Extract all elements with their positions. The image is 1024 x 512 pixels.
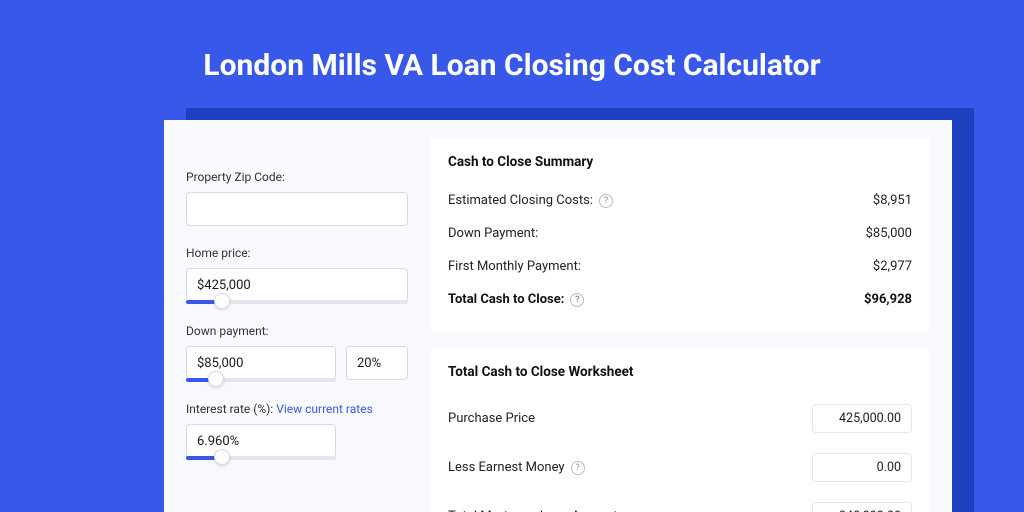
interest-rate-label: Interest rate (%):	[186, 402, 276, 416]
down-payment-field-group: Down payment:	[186, 324, 408, 382]
worksheet-row: Less Earnest Money ? 0.00	[448, 443, 912, 492]
summary-title: Cash to Close Summary	[448, 154, 912, 170]
summary-row: First Monthly Payment: $2,977	[448, 250, 912, 283]
worksheet-row: Purchase Price 425,000.00	[448, 394, 912, 443]
summary-row-value: $8,951	[873, 193, 912, 208]
home-price-label: Home price:	[186, 246, 408, 260]
input-column: Property Zip Code: Home price: Down paym…	[186, 138, 408, 512]
interest-rate-slider[interactable]	[186, 456, 336, 460]
summary-panel: Cash to Close Summary Estimated Closing …	[430, 138, 930, 332]
down-payment-slider-thumb[interactable]	[208, 371, 224, 387]
down-payment-slider[interactable]	[186, 378, 336, 382]
home-price-slider[interactable]	[186, 300, 408, 304]
summary-row-value: $2,977	[873, 259, 912, 274]
page-background: London Mills VA Loan Closing Cost Calcul…	[0, 0, 1024, 512]
calculator-card: Property Zip Code: Home price: Down paym…	[164, 120, 952, 512]
view-rates-link[interactable]: View current rates	[276, 402, 373, 416]
interest-rate-field-group: Interest rate (%): View current rates	[186, 402, 408, 460]
results-column: Cash to Close Summary Estimated Closing …	[430, 138, 930, 512]
interest-rate-slider-thumb[interactable]	[214, 449, 230, 465]
zip-label: Property Zip Code:	[186, 170, 408, 184]
worksheet-row-label: Less Earnest Money	[448, 460, 565, 475]
worksheet-title: Total Cash to Close Worksheet	[448, 364, 912, 380]
home-price-field-group: Home price:	[186, 246, 408, 304]
zip-input[interactable]	[186, 192, 408, 226]
worksheet-panel: Total Cash to Close Worksheet Purchase P…	[430, 348, 930, 512]
help-icon[interactable]: ?	[599, 194, 613, 208]
worksheet-row-value: 425,000.00	[812, 404, 912, 433]
summary-row-label: Down Payment:	[448, 226, 538, 241]
down-payment-pct-input[interactable]	[346, 346, 408, 380]
summary-row: Down Payment: $85,000	[448, 217, 912, 250]
worksheet-row-value: 340,000.00	[812, 502, 912, 512]
interest-rate-label-row: Interest rate (%): View current rates	[186, 402, 408, 416]
down-payment-label: Down payment:	[186, 324, 408, 338]
worksheet-row-label: Purchase Price	[448, 411, 535, 426]
help-icon[interactable]: ?	[570, 293, 584, 307]
summary-row-value: $85,000	[866, 226, 912, 241]
summary-total-row: Total Cash to Close: ? $96,928	[448, 283, 912, 316]
interest-rate-input[interactable]	[186, 424, 336, 458]
help-icon[interactable]: ?	[571, 461, 585, 475]
worksheet-row: Total Mortgage Loan Amount 340,000.00	[448, 492, 912, 512]
summary-row: Estimated Closing Costs: ? $8,951	[448, 184, 912, 217]
summary-row-label: Estimated Closing Costs:	[448, 193, 593, 208]
worksheet-row-value: 0.00	[812, 453, 912, 482]
summary-total-label: Total Cash to Close:	[448, 292, 564, 307]
home-price-slider-thumb[interactable]	[214, 293, 230, 309]
page-title: London Mills VA Loan Closing Cost Calcul…	[0, 48, 1024, 83]
summary-row-label: First Monthly Payment:	[448, 259, 581, 274]
zip-field-group: Property Zip Code:	[186, 170, 408, 226]
summary-total-value: $96,928	[864, 292, 912, 307]
